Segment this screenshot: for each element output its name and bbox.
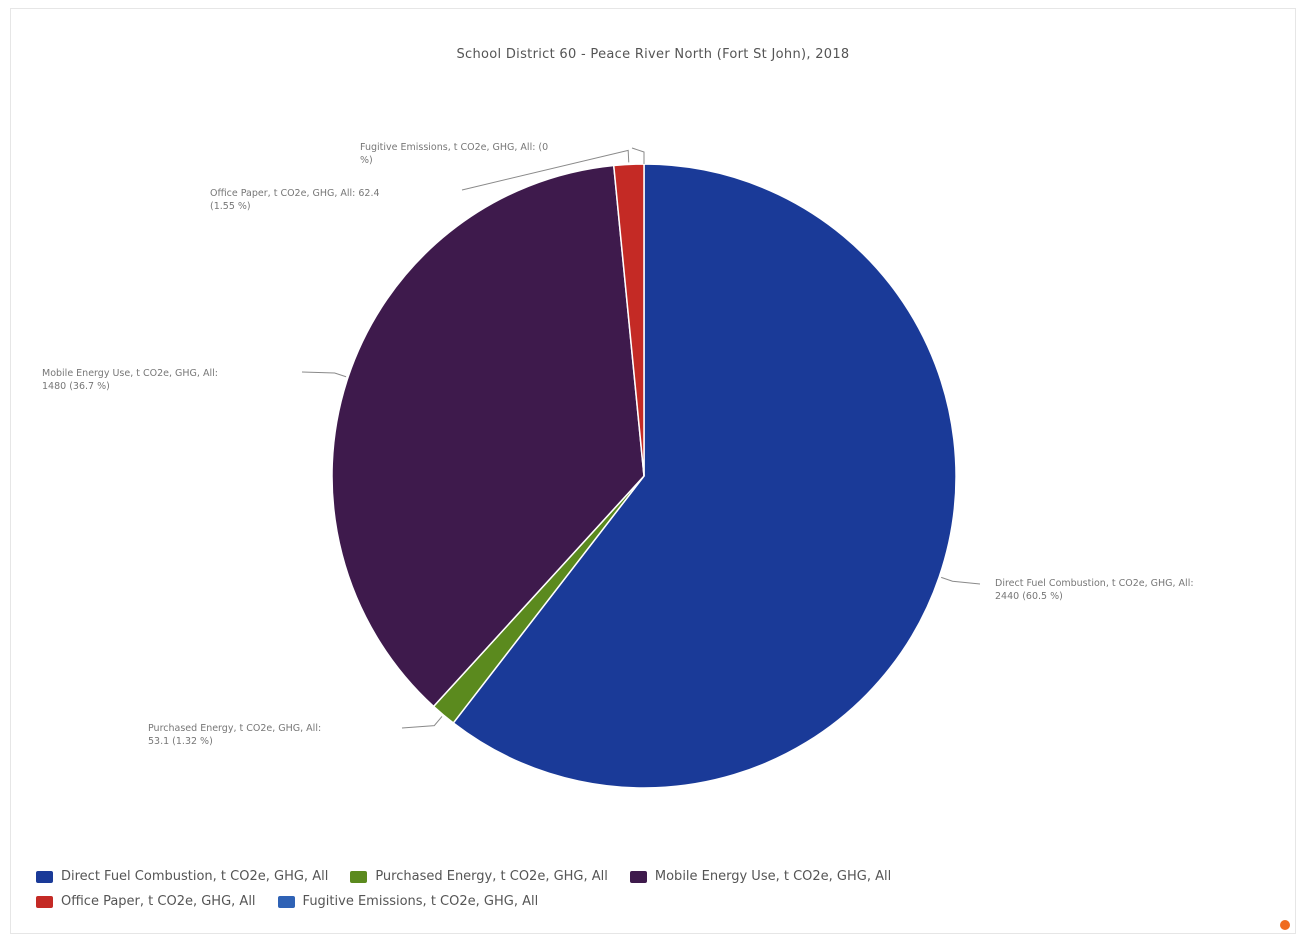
pie-slice[interactable] (331, 164, 645, 708)
brand-dot-icon (1280, 920, 1290, 930)
legend-swatch (629, 870, 647, 883)
legend-label: Direct Fuel Combustion, t CO2e, GHG, All (61, 869, 329, 884)
data-label: Office Paper, t CO2e, GHG, All: 62.4 (1.5… (210, 188, 380, 212)
legend-row: Office Paper, t CO2e, GHG, All Fugitive … (36, 889, 1156, 914)
legend-item-office-paper[interactable]: Office Paper, t CO2e, GHG, All (36, 894, 256, 909)
legend-item-fugitive-emissions[interactable]: Fugitive Emissions, t CO2e, GHG, All (277, 894, 539, 909)
legend-item-direct-fuel[interactable]: Direct Fuel Combustion, t CO2e, GHG, All (36, 869, 328, 884)
legend-label: Fugitive Emissions, t CO2e, GHG, All (302, 894, 539, 909)
data-label-connector (301, 371, 347, 378)
data-label-connector (401, 716, 443, 729)
data-label-connector (631, 147, 645, 164)
data-label: Purchased Energy, t CO2e, GHG, All: 53.1 … (148, 723, 321, 747)
legend-swatch (36, 870, 53, 883)
data-label: Direct Fuel Combustion, t CO2e, GHG, All… (995, 578, 1194, 602)
legend-row: Direct Fuel Combustion, t CO2e, GHG, All… (36, 864, 1156, 889)
legend-item-mobile-energy[interactable]: Mobile Energy Use, t CO2e, GHG, All (629, 869, 892, 884)
pie-slice[interactable] (452, 163, 957, 789)
legend-label: Mobile Energy Use, t CO2e, GHG, All (654, 869, 892, 884)
chart-title: School District 60 - Peace River North (… (456, 47, 850, 62)
legend-swatch (277, 895, 295, 908)
legend-item-purchased-energy[interactable]: Purchased Energy, t CO2e, GHG, All (350, 869, 608, 884)
chart-legend: Direct Fuel Combustion, t CO2e, GHG, All… (36, 864, 1156, 914)
data-label: Fugitive Emissions, t CO2e, GHG, All: (0… (360, 142, 548, 166)
data-label: Mobile Energy Use, t CO2e, GHG, All: 1480… (42, 368, 218, 392)
data-label-connector (461, 149, 630, 191)
legend-label: Office Paper, t CO2e, GHG, All (61, 894, 256, 909)
legend-swatch (350, 870, 368, 883)
legend-label: Purchased Energy, t CO2e, GHG, All (375, 869, 608, 884)
legend-swatch (36, 895, 53, 908)
data-label-connector (941, 576, 981, 585)
